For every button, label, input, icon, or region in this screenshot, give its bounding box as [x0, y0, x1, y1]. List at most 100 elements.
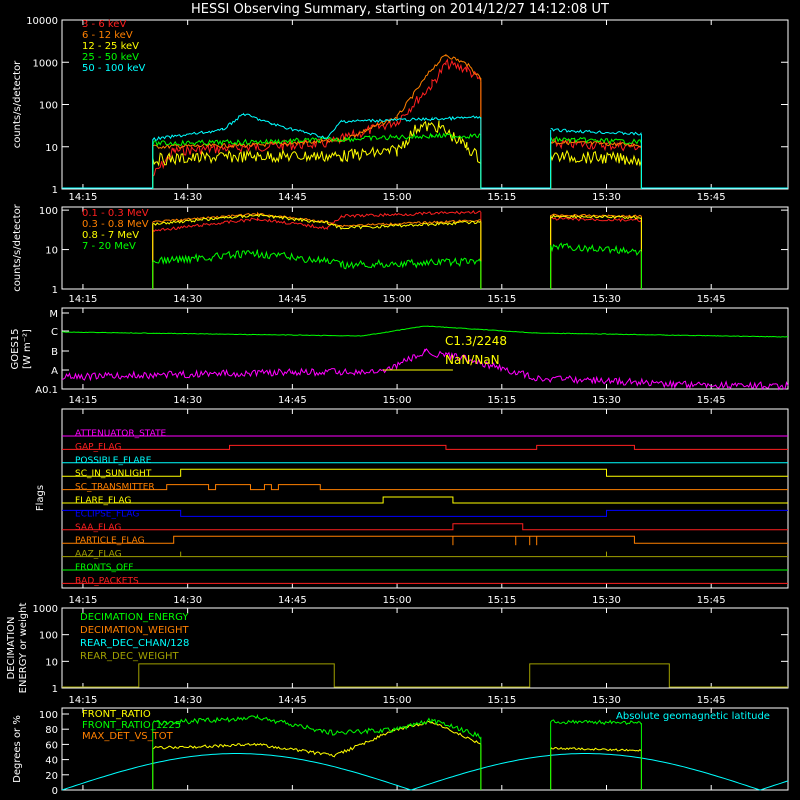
flags-time-label: 15:30 — [592, 595, 621, 606]
hxr-legend-entry: 3 - 6 keV — [82, 19, 126, 30]
hxr-ylabel: counts/s/detector — [12, 60, 23, 148]
goes-short-channel — [61, 348, 789, 391]
flag-label: SC_IN_SUNLIGHT — [75, 469, 152, 479]
ratio-ylabel: Degrees or % — [12, 715, 23, 783]
flag-label: FRONTS_OFF — [75, 563, 133, 573]
ratio-right-label: Absolute geomagnetic latitude — [616, 711, 770, 722]
flags-ylabel: Flags — [35, 485, 46, 511]
hxr-legend-entry: 25 - 50 keV — [82, 52, 139, 63]
decim-ytick-label: 1 — [52, 684, 58, 695]
goes-time-label: 14:30 — [173, 395, 202, 406]
goes-time-label: 14:45 — [278, 395, 307, 406]
goes-time-label: 14:15 — [69, 395, 98, 406]
ratio-legend-entry: FRONT_RATIO_1225 — [82, 720, 181, 731]
gamma-legend-entry: 0.1 - 0.3 MeV — [82, 208, 149, 219]
goes-ytick-label: C — [51, 327, 58, 338]
gamma-time-label: 15:00 — [383, 294, 412, 305]
hxr-time-label: 14:15 — [69, 192, 98, 203]
goes-ylabel2: [W m⁻²] — [22, 329, 33, 369]
goes-time-label: 15:30 — [592, 395, 621, 406]
flag-state-line — [62, 444, 788, 450]
gamma-time-label: 15:30 — [592, 294, 621, 305]
hxr-series-line — [550, 136, 642, 145]
decim-time-label: 15:15 — [487, 695, 516, 706]
flags-time-label: 14:30 — [173, 595, 202, 606]
goes-time-label: 15:45 — [697, 395, 726, 406]
hxr-series-line — [550, 149, 642, 167]
gamma-series-line — [152, 249, 482, 270]
decim-legend-entry: DECIMATION_WEIGHT — [80, 625, 189, 636]
decim-time-label: 15:30 — [592, 695, 621, 706]
gamma-ytick-label: 1 — [52, 285, 58, 296]
flag-state-line — [62, 509, 788, 517]
plot-title: HESSI Observing Summary, starting on 201… — [191, 2, 609, 17]
goes-annotation: C1.3/2248 — [445, 334, 507, 348]
gamma-time-label: 15:15 — [487, 294, 516, 305]
decim-time-label: 14:45 — [278, 695, 307, 706]
gamma-ytick-label: 10 — [45, 246, 58, 257]
decim-ytick-label: 100 — [39, 631, 58, 642]
ratio-ytick-label: 20 — [45, 771, 58, 782]
flags-time-label: 14:15 — [69, 595, 98, 606]
hxr-ytick-label: 1000 — [33, 58, 58, 69]
hxr-series-line — [550, 128, 642, 136]
goes-ylabel: GOES15 — [10, 328, 21, 369]
flags-time-label: 15:15 — [487, 595, 516, 606]
gamma-time-label: 14:45 — [278, 294, 307, 305]
hxr-ytick-label: 10000 — [26, 16, 58, 27]
goes-time-label: 15:00 — [383, 395, 412, 406]
flag-label: FLARE_FLAG — [75, 496, 131, 506]
gamma-time-label: 14:15 — [69, 294, 98, 305]
decim-ylabel: DECIMATION — [6, 616, 17, 679]
hxr-time-label: 15:00 — [383, 192, 412, 203]
flag-state-line — [62, 551, 788, 558]
hxr-time-label: 14:30 — [173, 192, 202, 203]
hxr-legend-entry: 12 - 25 keV — [82, 41, 139, 52]
ratio-legend-entry: MAX_DET_VS_TOT — [82, 731, 174, 742]
flag-label: ECLIPSE_FLAG — [75, 509, 139, 519]
gamma-time-label: 15:45 — [697, 294, 726, 305]
flag-label: AAZ_FLAG — [75, 550, 122, 560]
hxr-series-line — [152, 132, 482, 147]
gamma-ytick-label: 100 — [39, 206, 58, 217]
flag-state-line — [62, 523, 788, 531]
goes-annotation: NaN/NaN — [445, 353, 500, 367]
ratio-series-line — [550, 746, 642, 752]
hxr-ytick-label: 1 — [52, 185, 58, 196]
decim-time-label: 15:00 — [383, 695, 412, 706]
flags-time-label: 14:45 — [278, 595, 307, 606]
hxr-time-label: 14:45 — [278, 192, 307, 203]
gamma-frame — [61, 206, 789, 290]
decim-legend-entry: REAR_DEC_WEIGHT — [80, 651, 179, 662]
flag-state-line — [62, 535, 788, 544]
decim-ytick-label: 10 — [45, 657, 58, 668]
gamma-time-label: 14:30 — [173, 294, 202, 305]
hxr-ytick-label: 10 — [45, 143, 58, 154]
flag-state-line — [62, 496, 788, 504]
ratio-ytick-label: 40 — [45, 756, 58, 767]
gamma-series-line — [550, 217, 642, 223]
goes-time-label: 15:15 — [487, 395, 516, 406]
ratio-ytick-label: 100 — [39, 710, 58, 721]
decim-frame — [61, 607, 789, 689]
ratio-frame — [61, 707, 789, 791]
decim-time-label: 14:30 — [173, 695, 202, 706]
hxr-series-line — [152, 112, 482, 141]
gamma-legend-entry: 7 - 20 MeV — [82, 241, 136, 252]
hxr-legend-entry: 50 - 100 keV — [82, 63, 146, 74]
goes-ytick-label: A0.1 — [35, 385, 58, 396]
decim-ytick-label: 1000 — [33, 604, 58, 615]
flag-label: BAD_PACKETS — [75, 576, 139, 586]
gamma-ylabel: counts/s/detector — [12, 203, 23, 291]
hxr-ytick-label: 100 — [39, 101, 58, 112]
plot-area: 10000 1000 100 10 1 counts/s/detector 3 - 6 ke… — [6, 16, 789, 797]
rear-dec-weight-line — [62, 663, 788, 688]
ratio-legend-entry: FRONT_RATIO — [82, 709, 151, 720]
flag-label: ATTENUATOR_STATE — [75, 429, 167, 439]
decim-time-label: 15:45 — [697, 695, 726, 706]
decim-legend-entry: DECIMATION_ENERGY — [80, 612, 189, 623]
ratio-ytick-label: 60 — [45, 740, 58, 751]
ratio-series-line — [550, 719, 642, 726]
